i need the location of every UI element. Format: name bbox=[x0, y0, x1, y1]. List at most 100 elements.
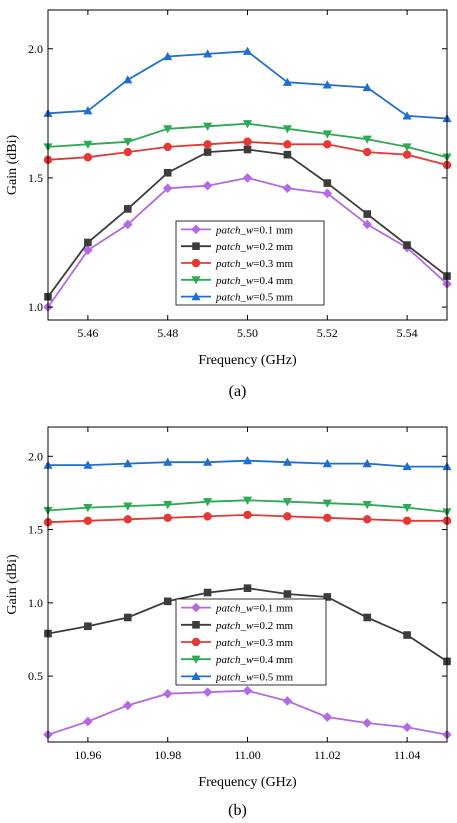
data-point bbox=[123, 459, 133, 468]
data-point bbox=[362, 718, 372, 728]
panel-label: (b) bbox=[228, 802, 247, 819]
x-tick-label: 11.00 bbox=[234, 748, 261, 762]
series-3 bbox=[43, 137, 452, 170]
data-point bbox=[243, 584, 252, 592]
legend: patch_w=0.1 mm patch_w=0.2 mm patch_w=0.3 … bbox=[175, 220, 325, 306]
legend-item: patch_w=0.3 mm bbox=[181, 258, 294, 270]
data-point bbox=[84, 238, 92, 247]
data-point bbox=[83, 106, 93, 115]
y-tick-label: 1.0 bbox=[28, 596, 43, 610]
y-tick-label: 1.0 bbox=[28, 300, 43, 314]
data-point bbox=[123, 502, 133, 511]
data-point bbox=[242, 496, 253, 505]
legend-label: patch_w=0.1 mm bbox=[215, 603, 294, 615]
legend-label: patch_w=0.5 mm bbox=[215, 671, 294, 683]
legend-item: patch_w=0.4 mm bbox=[181, 654, 294, 666]
legend-marker bbox=[191, 637, 201, 647]
legend-item: patch_w=0.1 mm bbox=[181, 224, 294, 236]
legend-marker bbox=[191, 602, 201, 613]
data-point bbox=[202, 687, 213, 697]
data-point bbox=[282, 498, 292, 507]
x-axis-title: Frequency (GHz) bbox=[198, 775, 297, 790]
data-point bbox=[163, 513, 172, 523]
data-point bbox=[203, 140, 212, 149]
legend-marker bbox=[192, 621, 200, 629]
data-point bbox=[322, 130, 332, 139]
data-point bbox=[163, 142, 172, 152]
legend-marker bbox=[191, 224, 201, 235]
data-point bbox=[283, 512, 292, 521]
legend-label: patch_w=0.1 mm bbox=[215, 224, 294, 236]
data-point bbox=[403, 241, 411, 249]
data-point bbox=[363, 147, 372, 157]
data-point bbox=[123, 138, 133, 147]
data-point bbox=[202, 180, 213, 191]
data-point bbox=[282, 183, 293, 194]
data-point bbox=[402, 461, 412, 471]
data-point bbox=[323, 140, 332, 149]
data-point bbox=[83, 716, 93, 727]
data-point bbox=[203, 122, 213, 131]
legend-label: patch_w=0.3 mm bbox=[215, 258, 294, 270]
data-point bbox=[242, 120, 253, 129]
data-point bbox=[323, 593, 332, 601]
data-point bbox=[402, 516, 412, 525]
data-point bbox=[242, 456, 253, 465]
data-point bbox=[242, 173, 253, 183]
chart-a: 5.46 5.48 5.50 5.52 5.54 1.0 1.5 2.0 Frequency (… bbox=[5, 9, 452, 400]
data-point bbox=[83, 460, 93, 469]
legend-item: patch_w=0.5 mm bbox=[181, 671, 294, 683]
data-point bbox=[163, 457, 173, 466]
data-point bbox=[322, 499, 332, 508]
legend-label: patch_w=0.3 mm bbox=[215, 637, 294, 649]
x-tick-label: 5.52 bbox=[317, 326, 338, 340]
y-tick-label: 2.0 bbox=[28, 42, 43, 56]
chart-b: 10.96 10.98 11.00 11.02 11.04 0.5 1.0 1.5 2.0 Fre… bbox=[5, 426, 452, 819]
series-3 bbox=[43, 510, 452, 527]
x-tick-label: 5.46 bbox=[77, 326, 98, 340]
data-point bbox=[203, 457, 213, 466]
series-line bbox=[47, 689, 448, 736]
data-point bbox=[323, 179, 332, 187]
x-tick-label: 10.98 bbox=[154, 748, 181, 762]
legend-label: patch_w=0.5 mm bbox=[215, 292, 294, 304]
data-point bbox=[362, 135, 372, 144]
legend-label: patch_w=0.4 mm bbox=[215, 654, 294, 666]
data-point bbox=[123, 700, 133, 711]
data-point bbox=[203, 148, 212, 156]
data-point bbox=[83, 140, 93, 149]
data-point bbox=[363, 210, 371, 218]
data-point bbox=[83, 516, 93, 525]
y-tick-label: 1.5 bbox=[28, 523, 43, 537]
data-point bbox=[163, 597, 172, 606]
data-point bbox=[282, 125, 292, 134]
panel-label: (a) bbox=[229, 383, 247, 400]
data-point bbox=[402, 722, 412, 733]
data-point bbox=[322, 188, 333, 199]
data-point bbox=[283, 140, 292, 149]
data-point bbox=[162, 688, 173, 699]
data-point bbox=[363, 515, 372, 524]
data-point bbox=[402, 150, 412, 159]
data-point bbox=[283, 590, 292, 598]
legend-marker bbox=[191, 292, 201, 301]
data-point bbox=[162, 183, 173, 194]
data-point bbox=[124, 613, 132, 622]
legend-label: patch_w=0.2 mm bbox=[215, 620, 294, 632]
series-line bbox=[47, 50, 448, 120]
data-point bbox=[242, 46, 253, 55]
x-tick-label: 5.50 bbox=[237, 326, 258, 340]
data-point bbox=[83, 153, 93, 162]
legend-item: patch_w=0.3 mm bbox=[181, 637, 294, 649]
data-point bbox=[123, 147, 132, 157]
y-tick-label: 1.5 bbox=[28, 171, 43, 185]
series-5 bbox=[43, 46, 452, 123]
data-point bbox=[362, 82, 372, 92]
legend-label: patch_w=0.4 mm bbox=[215, 275, 294, 287]
data-point bbox=[163, 51, 173, 61]
legend-marker bbox=[191, 276, 201, 285]
data-point bbox=[362, 459, 372, 468]
data-point bbox=[203, 512, 212, 521]
data-point bbox=[242, 685, 253, 696]
